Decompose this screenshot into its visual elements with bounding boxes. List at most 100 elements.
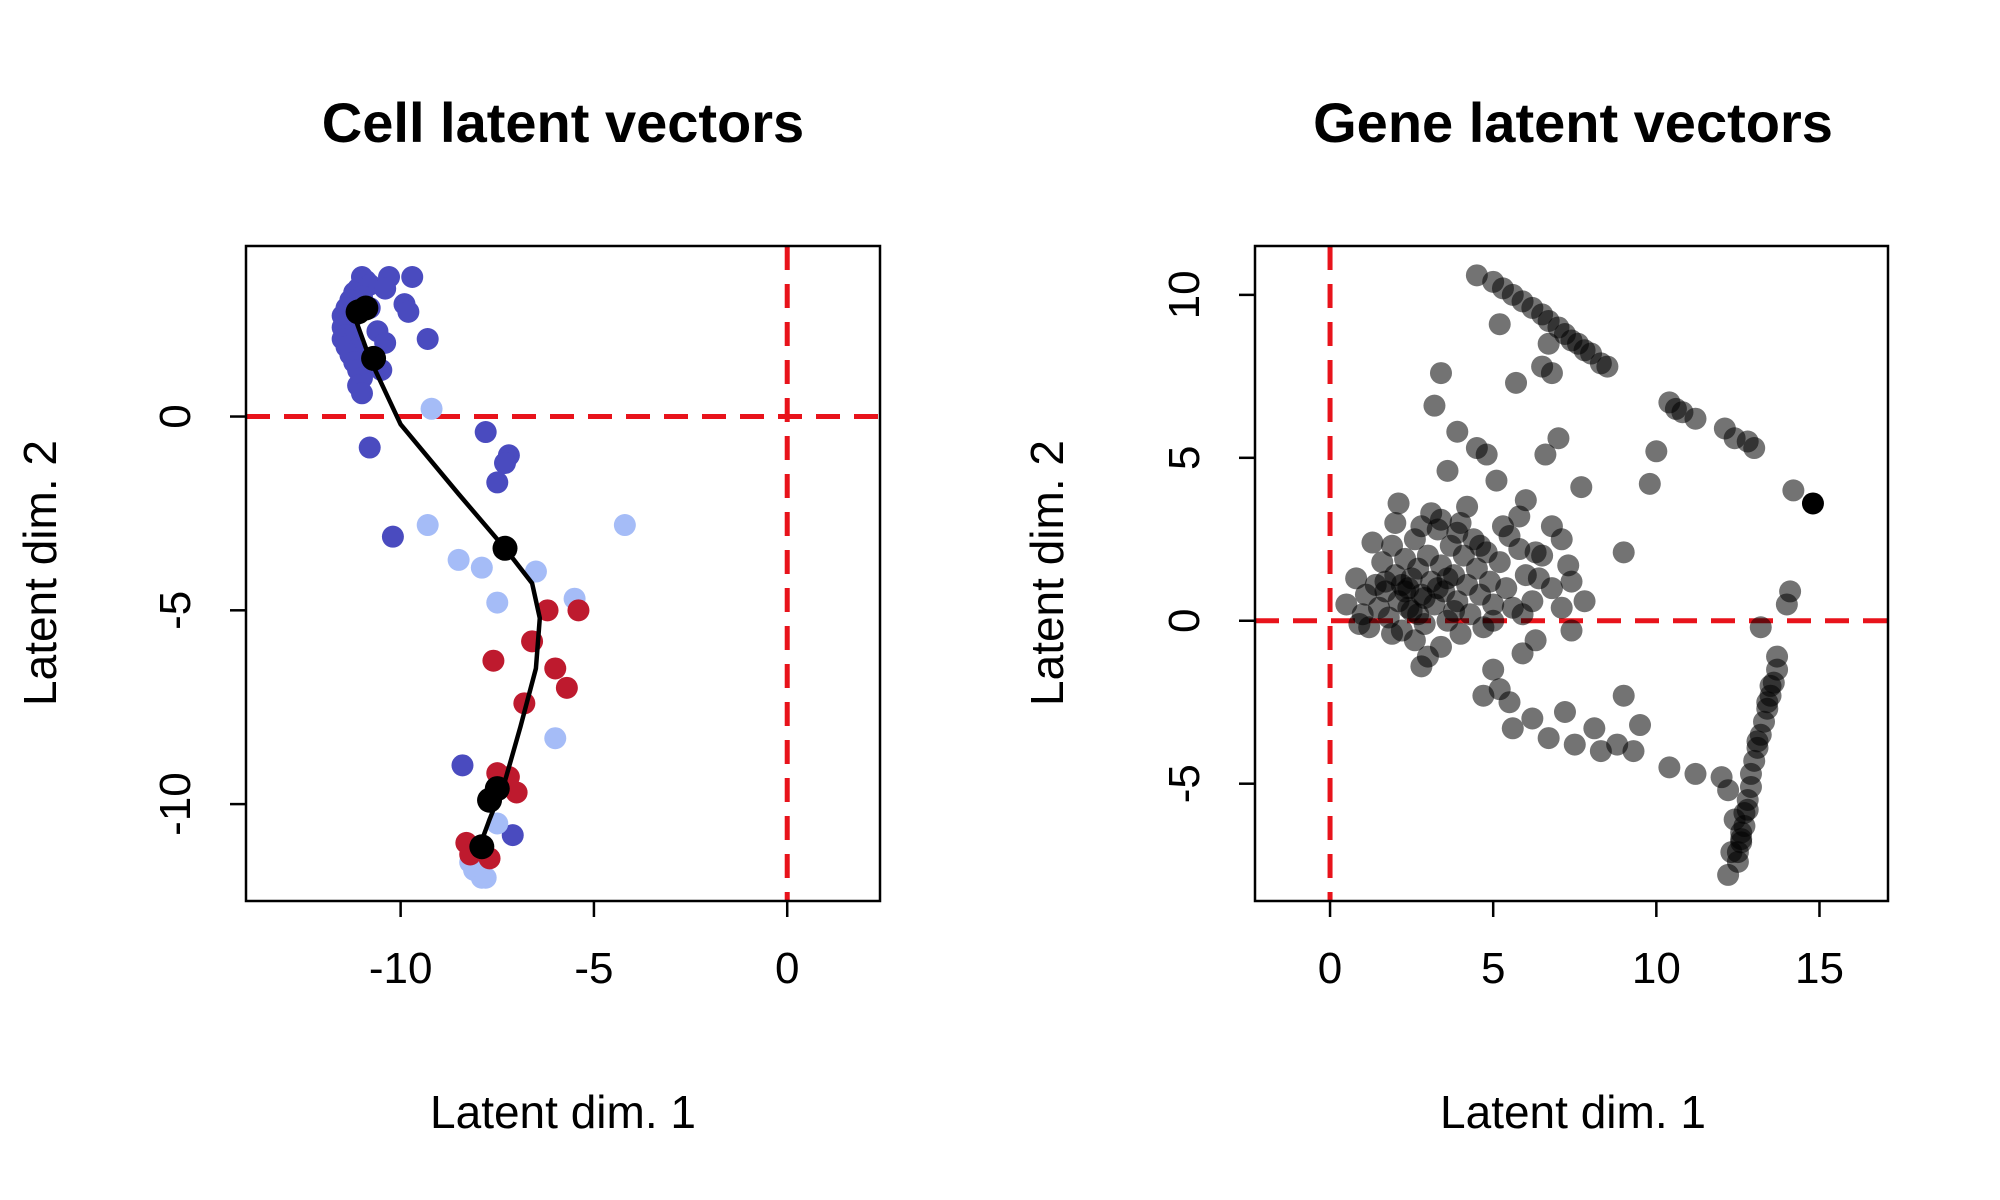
gene-point (1730, 821, 1753, 844)
gene-point (1475, 443, 1498, 466)
gene-y-tick-label: 10 (1160, 270, 1209, 319)
gene-point (1488, 551, 1511, 574)
cell-point (555, 676, 578, 699)
gene-point (1775, 593, 1798, 616)
cell-point (567, 599, 590, 622)
cell-x-tick-label: 0 (775, 944, 799, 993)
gene-x-tick-label: 10 (1632, 944, 1681, 993)
cell-y-axis-label: Latent dim. 2 (14, 440, 66, 706)
gene-point (1684, 762, 1707, 785)
gene-point (1746, 730, 1769, 753)
gene-point (1345, 567, 1368, 590)
gene-point (1436, 459, 1459, 482)
gene-x-axis-label: Latent dim. 1 (1440, 1086, 1706, 1138)
gene-point (1446, 420, 1469, 443)
gene-point (1749, 616, 1772, 639)
gene-point (1557, 554, 1580, 577)
cell-series-2 (455, 599, 590, 870)
gene-point (1381, 622, 1404, 645)
gene-x-tick-label: 5 (1481, 944, 1505, 993)
gene-point (1488, 313, 1511, 336)
gene-point (1354, 583, 1377, 606)
gene-point (1537, 727, 1560, 750)
gene-point (1550, 596, 1573, 619)
cell-point (494, 452, 517, 475)
gene-point (1560, 570, 1583, 593)
gene-point (1501, 717, 1524, 740)
gene-x-tick-label: 15 (1795, 944, 1844, 993)
cell-point (350, 382, 373, 405)
gene-point (1550, 528, 1573, 551)
gene-point (1469, 534, 1492, 557)
gene-point (1622, 740, 1645, 763)
gene-point (1596, 355, 1619, 378)
cell-x-tick-label: -10 (369, 944, 433, 993)
cell-point (486, 471, 509, 494)
gene-point (1449, 622, 1472, 645)
gene-point (1420, 502, 1443, 525)
cell-trajectory-point (353, 295, 379, 321)
cell-y-tick-label: -5 (151, 591, 200, 630)
gene-plot-frame (1253, 244, 1890, 903)
cell-y-tick-label: -10 (151, 772, 200, 836)
cell-point (613, 514, 636, 537)
cell-point (524, 560, 547, 583)
cell-trajectory-point (492, 535, 518, 561)
gene-point (1736, 798, 1759, 821)
cell-x-axis-label: Latent dim. 1 (430, 1086, 696, 1138)
gene-point (1410, 655, 1433, 678)
cell-plot-frame (244, 244, 882, 903)
cell-point (501, 824, 524, 847)
cell-point (374, 277, 397, 300)
gene-point (1726, 850, 1749, 873)
gene-point (1390, 573, 1413, 596)
gene-point (1658, 756, 1681, 779)
cell-point (451, 754, 474, 777)
gene-point (1498, 525, 1521, 548)
cell-point (536, 599, 559, 622)
gene-x-tick-label: 0 (1318, 944, 1342, 993)
gene-point (1612, 684, 1635, 707)
cell-latent-panel: Cell latent vectors -10 -5 0 -10 -5 0 Latent … (14, 91, 882, 1138)
gene-point (1501, 596, 1524, 619)
cell-point (381, 525, 404, 548)
gene-point (1387, 492, 1410, 515)
gene-point (1446, 521, 1469, 544)
cell-point (505, 781, 528, 804)
cell-plot-marks (246, 246, 880, 901)
gene-chart-title: Gene latent vectors (1313, 91, 1833, 154)
gene-point (1423, 394, 1446, 417)
gene-latent-panel: Gene latent vectors 0 5 10 15 -5 0 5 10 Latent … (1021, 91, 1890, 1138)
cell-trajectory-point (469, 834, 495, 860)
gene-point (1583, 717, 1606, 740)
gene-point (1521, 707, 1544, 730)
gene-point (1801, 492, 1824, 515)
gene-point (1759, 674, 1782, 697)
cell-axis-ticks: -10 -5 0 -10 -5 0 (151, 404, 799, 993)
gene-point (1524, 541, 1547, 564)
cell-point (470, 556, 493, 579)
gene-point (1684, 407, 1707, 430)
gene-point (1498, 691, 1521, 714)
cell-point (544, 727, 567, 750)
gene-y-tick-label: -5 (1160, 764, 1209, 803)
gene-point (1403, 528, 1426, 551)
gene-point (1485, 469, 1508, 492)
gene-point (1547, 427, 1570, 450)
cell-point (397, 300, 420, 323)
gene-point (1495, 577, 1518, 600)
gene-series-0 (1335, 264, 1805, 886)
gene-point (1540, 577, 1563, 600)
cell-point (416, 514, 439, 537)
gene-point (1397, 596, 1420, 619)
cell-chart-title: Cell latent vectors (322, 91, 804, 154)
gene-point (1612, 541, 1635, 564)
gene-point (1534, 443, 1557, 466)
cell-point (486, 591, 509, 614)
gene-axis-ticks: 0 5 10 15 -5 0 5 10 (1160, 270, 1844, 993)
gene-point (1508, 505, 1531, 528)
gene-series-1 (1801, 492, 1824, 515)
gene-point (1429, 362, 1452, 385)
cell-point (420, 397, 443, 420)
